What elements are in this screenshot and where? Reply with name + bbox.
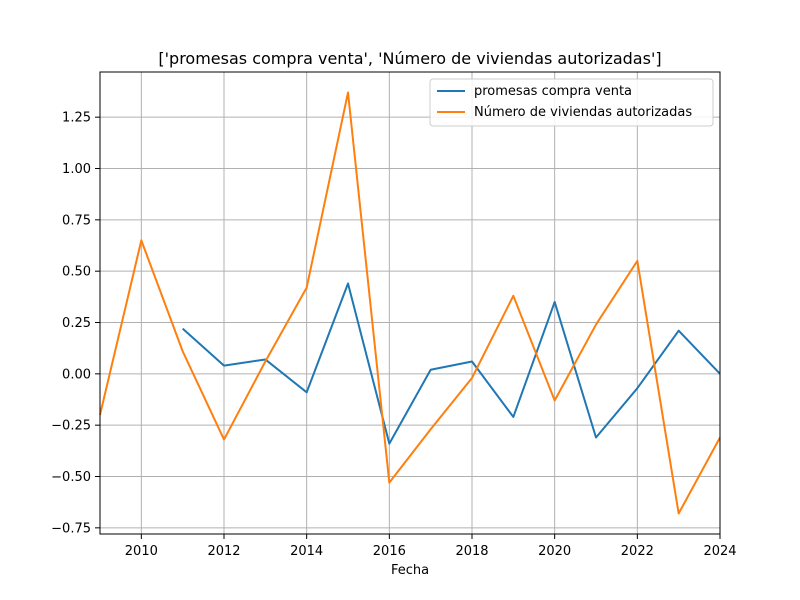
x-tick-label: 2024 (703, 544, 736, 559)
x-tick-label: 2022 (621, 544, 654, 559)
plot-frame (99, 71, 721, 535)
x-tick-label: 2010 (125, 544, 158, 559)
y-tick-label: −0.75 (51, 521, 91, 536)
chart-title: ['promesas compra venta', 'Número de viv… (158, 49, 661, 68)
y-tick-label: 0.25 (62, 316, 91, 331)
legend: promesas compra venta Número de vivienda… (429, 78, 714, 127)
legend-label-viviendas: Número de viviendas autorizadas (474, 105, 692, 120)
x-axis-label: Fecha (391, 563, 429, 578)
x-tick-label: 2012 (207, 544, 240, 559)
y-tick-label: 0.00 (62, 367, 91, 382)
x-tick-label: 2020 (538, 544, 571, 559)
x-tick-label: 2014 (290, 544, 323, 559)
y-tick-label: 1.00 (62, 162, 91, 177)
series-layer (99, 91, 721, 515)
series-line-1 (99, 91, 721, 515)
y-tick-label: 0.50 (62, 265, 91, 280)
y-tick-label: 1.25 (62, 111, 91, 126)
legend-box (429, 78, 714, 127)
y-tick-label: −0.25 (51, 419, 91, 434)
tick-layer: 2010 2012 2014 2016 2018 2020 2022 2024 −0.75 −0.… (51, 111, 736, 559)
y-tick-label: −0.50 (51, 470, 91, 485)
x-tick-label: 2016 (373, 544, 406, 559)
series-line-0 (182, 282, 721, 445)
x-tick-label: 2018 (455, 544, 488, 559)
y-tick-label: 0.75 (62, 213, 91, 228)
legend-label-promesas: promesas compra venta (474, 84, 632, 99)
